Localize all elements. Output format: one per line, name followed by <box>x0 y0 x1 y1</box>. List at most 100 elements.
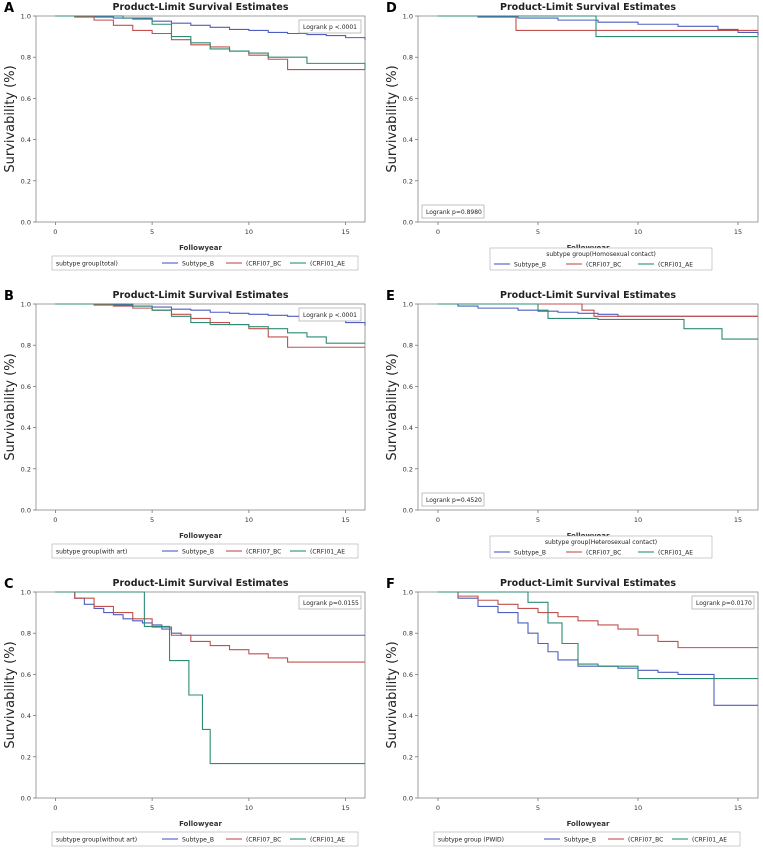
chart-title: Product-Limit Survival Estimates <box>500 578 676 589</box>
panel-e: E Product-Limit Survival Estimates 0.0 0.2 0… <box>382 288 763 576</box>
legend-box <box>51 831 359 847</box>
legend-label: Subtype_B <box>182 549 214 556</box>
panel-b-svg: B Product-Limit Survival Estimates 0.0 0.2 0… <box>3 289 366 559</box>
legend-box <box>51 255 359 271</box>
series-line--crf-07-bc <box>55 591 365 663</box>
x-tick-label: 15 <box>342 516 350 524</box>
y-tick-label: 0.8 <box>21 630 31 638</box>
pvalue-text: Logrank p=0.0170 <box>696 600 752 607</box>
pvalue-text: Logrank p=0.8980 <box>426 209 482 216</box>
x-tick-label: 10 <box>245 804 253 812</box>
y-tick-label: 1.0 <box>21 13 31 21</box>
x-tick-label: 10 <box>634 516 642 524</box>
plot-frame <box>417 303 759 511</box>
x-tick-label: 0 <box>436 228 440 236</box>
chart-title: Product-Limit Survival Estimates <box>500 290 676 301</box>
y-axis-label: Survivability (%) <box>385 65 400 172</box>
plot-frame <box>417 591 759 799</box>
y-tick-label: 1.0 <box>403 301 413 309</box>
legend-label: Subtype_B <box>564 837 596 844</box>
pvalue-box <box>421 492 485 507</box>
panel-c-svg: C Product-Limit Survival Estimates 0.0 0.2 0… <box>3 577 366 847</box>
x-tick-label: 15 <box>342 228 350 236</box>
y-tick-label: 0.4 <box>403 136 413 144</box>
legend-label: Subtype_B <box>514 550 546 557</box>
legend-label: (CRF)01_AE <box>310 549 345 556</box>
y-axis-label: Survivability (%) <box>3 65 18 172</box>
y-tick-label: 0.0 <box>21 795 31 803</box>
x-tick-label: 15 <box>342 804 350 812</box>
legend-box <box>433 831 741 847</box>
series-line-subtype-b <box>55 15 366 40</box>
x-axis-label: Followyear <box>567 820 610 828</box>
y-tick-label: 0.4 <box>21 136 31 144</box>
y-tick-label: 0.0 <box>21 507 31 515</box>
series-line--crf-07-bc <box>438 591 758 649</box>
y-tick-label: 0.0 <box>21 219 31 227</box>
y-tick-label: 1.0 <box>403 589 413 597</box>
legend-label: (CRF)07_BC <box>246 549 281 556</box>
legend-label: Subtype_B <box>182 261 214 268</box>
legend-label: (CRF)01_AE <box>658 262 693 269</box>
chart-title: Product-Limit Survival Estimates <box>113 290 289 301</box>
pvalue-box <box>421 204 485 219</box>
pvalue-text: Logrank p <.0001 <box>303 312 357 319</box>
y-tick-label: 0.2 <box>21 753 31 761</box>
y-axis-label: Survivability (%) <box>385 641 400 748</box>
y-tick-label: 0.0 <box>403 795 413 803</box>
legend-label: Subtype_B <box>514 262 546 269</box>
pvalue-box <box>298 307 362 322</box>
legend-title: subtype group (PWID) <box>438 837 504 844</box>
legend-label: (CRF)07_BC <box>628 837 663 844</box>
x-tick-label: 5 <box>150 516 154 524</box>
panel-letter: E <box>386 289 395 304</box>
legend-label: (CRF)01_AE <box>658 550 693 557</box>
x-tick-label: 15 <box>734 228 742 236</box>
y-tick-label: 0.8 <box>403 342 413 350</box>
y-tick-label: 0.6 <box>403 95 413 103</box>
legend-label: (CRF)07_BC <box>586 262 621 269</box>
x-axis-label: Followyear <box>179 820 222 828</box>
series-line-subtype-b <box>438 15 759 36</box>
panel-letter: B <box>4 289 14 304</box>
series-line--crf-01-ae <box>438 303 758 340</box>
y-tick-label: 0.6 <box>21 671 31 679</box>
legend-label: (CRF)01_AE <box>310 837 345 844</box>
legend-label: (CRF)01_AE <box>310 261 345 268</box>
x-tick-label: 0 <box>436 516 440 524</box>
plot-frame <box>35 303 366 511</box>
pvalue-text: Logrank p=0.4520 <box>426 497 482 504</box>
y-tick-label: 0.4 <box>403 712 413 720</box>
y-tick-label: 1.0 <box>403 13 413 21</box>
panel-f-svg: F Product-Limit Survival Estimates 0.0 0.2 0… <box>385 577 759 847</box>
y-tick-label: 0.4 <box>21 712 31 720</box>
y-tick-label: 1.0 <box>21 589 31 597</box>
y-axis-label: Survivability (%) <box>385 353 400 460</box>
pvalue-box <box>298 595 362 610</box>
series-line-subtype-b <box>438 591 758 706</box>
legend-box <box>51 543 359 559</box>
x-tick-label: 5 <box>150 804 154 812</box>
panel-letter: C <box>4 577 14 592</box>
panel-letter: A <box>4 1 14 16</box>
y-tick-label: 0.2 <box>403 753 413 761</box>
x-tick-label: 15 <box>734 804 742 812</box>
pvalue-text: Logrank p=0.0155 <box>303 600 359 607</box>
y-tick-label: 0.2 <box>403 465 413 473</box>
x-tick-label: 5 <box>150 228 154 236</box>
y-tick-label: 0.6 <box>403 671 413 679</box>
x-tick-label: 5 <box>536 804 540 812</box>
y-tick-label: 0.8 <box>21 54 31 62</box>
chart-title: Product-Limit Survival Estimates <box>113 578 289 589</box>
series-line--crf-01-ae <box>438 591 758 680</box>
x-tick-label: 10 <box>634 228 642 236</box>
y-tick-label: 0.6 <box>21 95 31 103</box>
x-tick-label: 5 <box>536 228 540 236</box>
plot-frame <box>35 15 366 223</box>
legend-title: subtype group(Heterosexual contact) <box>545 539 657 546</box>
panel-d-svg: D Product-Limit Survival Estimates 0.0 0.2 0… <box>385 1 759 271</box>
y-tick-label: 0.8 <box>403 54 413 62</box>
chart-title: Product-Limit Survival Estimates <box>500 2 676 13</box>
series-line--crf-01-ae <box>55 303 365 344</box>
x-tick-label: 0 <box>436 804 440 812</box>
